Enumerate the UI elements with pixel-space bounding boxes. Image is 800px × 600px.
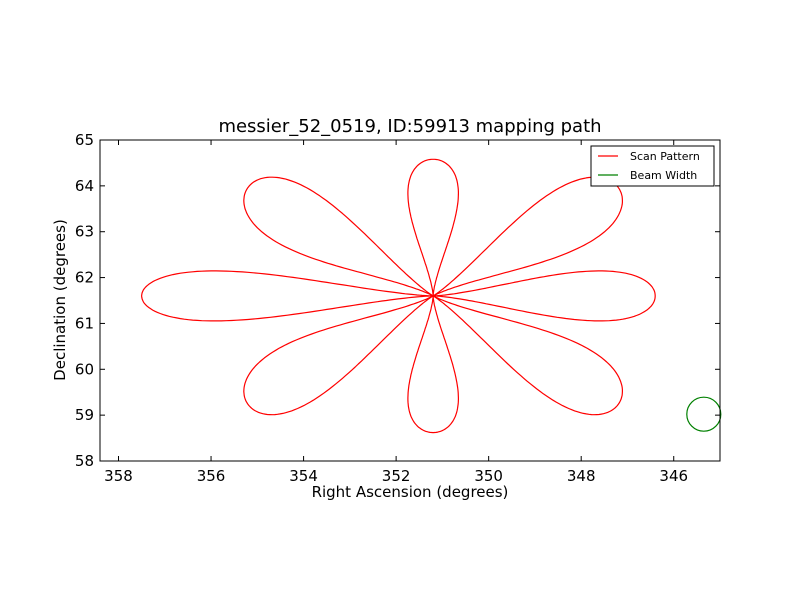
x-tick-label: 350 [474,467,503,485]
scan-pattern-line [141,158,656,434]
y-tick-label: 64 [75,177,94,195]
y-tick-label: 58 [75,452,94,470]
x-axis: 358 356 354 352 350 348 346 [104,140,688,485]
x-axis-label: Right Ascension (degrees) [312,483,509,501]
y-tick-label: 65 [75,131,94,149]
x-tick-label: 358 [104,467,133,485]
legend-label-beam-width: Beam Width [630,169,697,182]
y-tick-label: 62 [75,269,94,287]
x-tick-label: 356 [197,467,226,485]
chart-title: messier_52_0519, ID:59913 mapping path [218,116,601,137]
legend-label-scan-pattern: Scan Pattern [630,150,700,163]
y-tick-label: 59 [75,406,94,424]
x-tick-label: 352 [382,467,411,485]
y-tick-label: 63 [75,223,94,241]
plot-area [99,139,722,462]
y-axis-label: Declination (degrees) [51,219,69,381]
plot-frame [99,139,721,462]
y-axis: 58 59 60 61 62 63 64 65 [75,131,720,470]
y-tick-label: 61 [75,314,94,332]
x-tick-label: 354 [289,467,318,485]
beam-width-circle [686,396,722,432]
x-tick-label: 348 [567,467,596,485]
legend-box [590,145,715,187]
legend[interactable]: Scan Pattern Beam Width [590,145,715,187]
x-tick-label: 346 [659,467,688,485]
y-tick-label: 60 [75,360,94,378]
